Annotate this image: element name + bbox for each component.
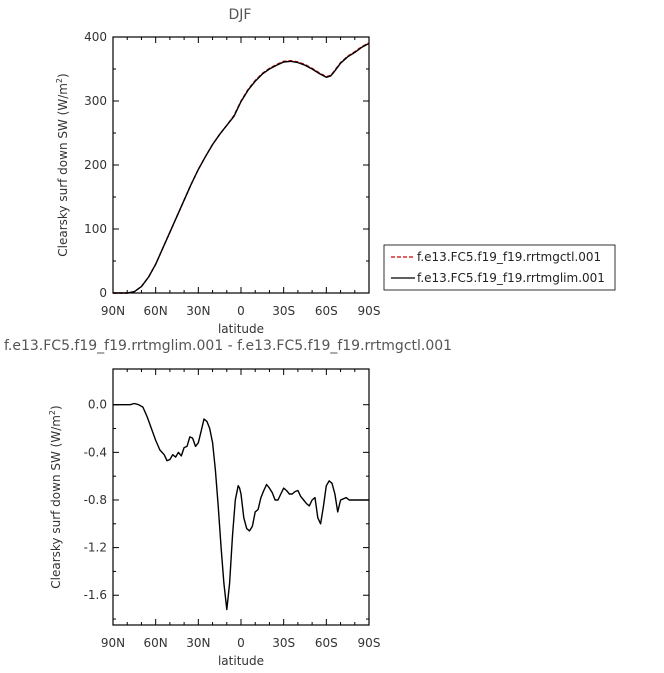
legend: f.e13.FC5.f19_f19.rrtmgctl.001 f.e13.FC5…	[383, 244, 616, 291]
bottom-y-axis-label: Clearsky surf down SW (W/m2)	[48, 405, 63, 588]
bottom-x-axis-label: latitude	[218, 654, 264, 668]
top-x-tick-label: 30N	[186, 304, 210, 318]
bottom-y-axis-label-main: Clearsky surf down SW (W/m	[49, 415, 63, 589]
bottom-x-tick-label: 60S	[315, 636, 338, 650]
bottom-y-tick-label: -0.8	[84, 493, 107, 507]
bottom-y-tick-label: -1.6	[84, 588, 107, 602]
legend-box	[383, 244, 616, 291]
top-y-axis-label: Clearsky surf down SW (W/m2)	[55, 73, 70, 256]
top-x-tick-label: 90S	[358, 304, 381, 318]
bottom-y-axis-label-sup: 2	[48, 410, 57, 415]
top-y-axis-label-main: Clearsky surf down SW (W/m	[56, 83, 70, 257]
top-y-tick-label: 200	[84, 158, 107, 172]
bottom-y-tick-label: 0.0	[88, 398, 107, 412]
bottom-x-tick-label: 90S	[358, 636, 381, 650]
top-x-tick-label: 0	[237, 304, 245, 318]
bottom-x-tick-label: 30N	[186, 636, 210, 650]
bottom-x-tick-label: 0	[237, 636, 245, 650]
bottom-series-group	[113, 402, 369, 611]
top-series-line-0	[113, 42, 370, 294]
bottom-x-tick-label: 90N	[101, 636, 125, 650]
legend-label-lim: f.e13.FC5.f19_f19.rrtmglim.001	[417, 271, 605, 285]
top-x-ticks: 90N 60N 30N 0 30S 60S 90S	[101, 37, 381, 318]
top-x-axis-label: latitude	[218, 322, 264, 336]
top-x-tick-label: 60N	[144, 304, 168, 318]
bottom-y-ticks: 0.0 -0.4 -0.8 -1.2 -1.6	[84, 398, 369, 620]
top-y-axis-label-tail: )	[56, 73, 70, 78]
bottom-panel-title: f.e13.FC5.f19_f19.rrtmglim.001 - f.e13.F…	[4, 338, 452, 354]
top-y-tick-label: 300	[84, 94, 107, 108]
bottom-x-tick-label: 60N	[144, 636, 168, 650]
top-series-group	[113, 42, 370, 294]
bottom-x-tick-label: 30S	[272, 636, 295, 650]
top-y-ticks: 0 100 200 300 400	[84, 30, 369, 300]
bottom-y-tick-label: -0.4	[84, 445, 107, 459]
bottom-panel: f.e13.FC5.f19_f19.rrtmglim.001 - f.e13.F…	[4, 338, 452, 668]
bottom-y-axis-label-tail: )	[49, 405, 63, 410]
top-panel-title: DJF	[229, 7, 252, 23]
top-panel: DJF 90N 60N 30N 0 30S 60S 90S 0 100 200 300 400 la…	[55, 7, 380, 336]
top-y-tick-label: 0	[99, 286, 107, 300]
top-series-line-1	[113, 42, 370, 294]
top-x-tick-label: 90N	[101, 304, 125, 318]
top-x-tick-label: 30S	[272, 304, 295, 318]
bottom-x-ticks: 90N 60N 30N 0 30S 60S 90S	[101, 369, 381, 650]
bottom-y-tick-label: -1.2	[84, 541, 107, 555]
legend-label-ctl: f.e13.FC5.f19_f19.rrtmgctl.001	[417, 250, 601, 264]
top-y-tick-label: 400	[84, 30, 107, 44]
top-y-axis-label-sup: 2	[55, 78, 64, 83]
top-y-tick-label: 100	[84, 222, 107, 236]
top-x-tick-label: 60S	[315, 304, 338, 318]
bottom-series-line-0	[113, 402, 369, 611]
